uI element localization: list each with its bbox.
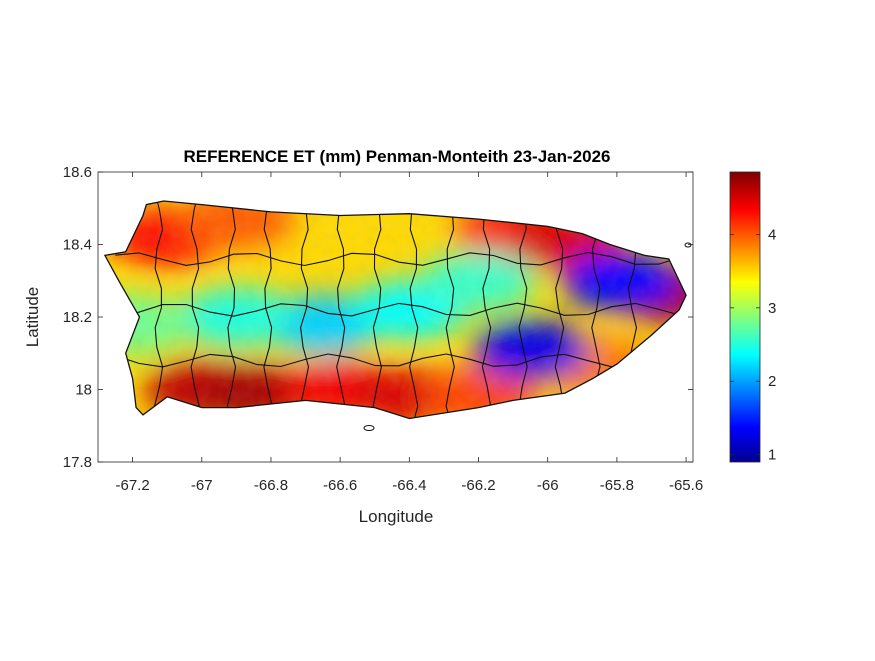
municipality-border-v5 xyxy=(299,201,310,419)
x-tick-label: -65.8 xyxy=(600,477,634,494)
x-tick-label: -66 xyxy=(537,477,559,494)
y-tick-label: 18.4 xyxy=(63,237,92,254)
y-tick-label: 17.8 xyxy=(63,454,92,471)
municipality-border-v2 xyxy=(190,201,200,419)
municipality-border-v6 xyxy=(336,201,346,419)
x-axis-ticks: -67.2 -67 -66.8 -66.6 -66.4 -66.2 -66 -65.8 -65.… xyxy=(115,172,703,494)
municipality-border-h3 xyxy=(115,251,683,267)
y-tick-label: 18.6 xyxy=(63,164,92,181)
y-axis-label: Latitude xyxy=(23,287,42,348)
municipality-border-v1 xyxy=(153,201,164,419)
municipality-border-v10 xyxy=(481,201,492,419)
colorbar-ticks: 1 2 3 4 xyxy=(730,226,776,464)
colorbar-tick-label: 2 xyxy=(768,373,776,390)
x-tick-label: -66.4 xyxy=(392,477,426,494)
municipality-border-v11 xyxy=(518,201,528,419)
municipality-border-v9 xyxy=(445,201,455,419)
municipality-border-v12 xyxy=(554,201,565,419)
x-tick-label: -66.2 xyxy=(461,477,495,494)
x-tick-label: -67 xyxy=(191,477,213,494)
island-east xyxy=(684,242,692,248)
colorbar xyxy=(729,171,761,463)
y-tick-label: 18 xyxy=(75,382,92,399)
x-axis-label: Longitude xyxy=(359,507,434,526)
colorbar-tick-label: 3 xyxy=(768,300,776,317)
y-tick-label: 18.2 xyxy=(63,309,92,326)
municipality-border-v8 xyxy=(409,201,419,419)
y-axis-ticks: 17.8 18 18.2 18.4 18.6 xyxy=(63,164,693,471)
municipality-border-h1 xyxy=(115,353,683,368)
chart-title: REFERENCE ET (mm) Penman-Monteith 23-Jan… xyxy=(184,147,611,166)
colorbar-tick-label: 1 xyxy=(768,447,776,464)
municipality-border-h2 xyxy=(115,302,683,317)
x-tick-label: -66.6 xyxy=(323,477,357,494)
municipality-border-v3 xyxy=(226,201,237,419)
x-tick-label: -66.8 xyxy=(254,477,288,494)
coastline xyxy=(103,200,687,420)
municipality-borders xyxy=(115,201,683,419)
colorbar-tick-label: 4 xyxy=(768,226,776,243)
x-tick-label: -65.6 xyxy=(669,477,703,494)
x-tick-label: -67.2 xyxy=(115,477,149,494)
island-caja-de-muertos xyxy=(363,425,375,431)
